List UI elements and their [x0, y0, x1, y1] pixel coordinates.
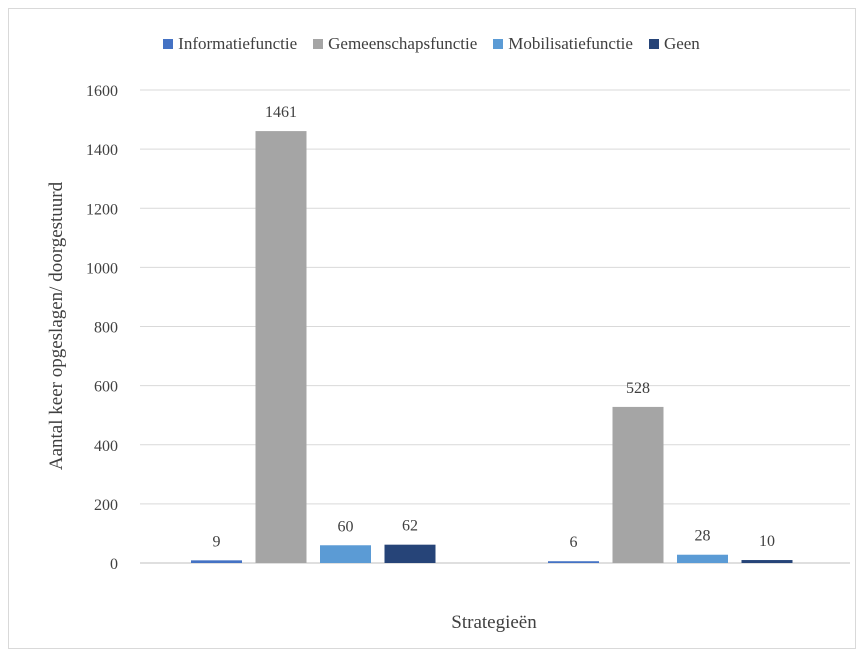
y-tick-label: 800 — [94, 320, 118, 337]
legend-swatch-icon — [163, 39, 174, 49]
legend-item-geen: Geen — [648, 34, 700, 54]
y-tick-label: 0 — [110, 556, 118, 573]
legend-label: Informatiefunctie — [178, 34, 298, 53]
legend-item-informatiefunctie: Informatiefunctie — [163, 34, 297, 54]
data-label: 60 — [338, 518, 354, 535]
y-tick-label: 400 — [94, 438, 118, 455]
bar-gemeenschapsfunctie-2 — [612, 406, 664, 563]
y-tick-label: 1000 — [86, 260, 118, 277]
bar-geen-1 — [384, 544, 436, 563]
y-axis-title: Aantal keer opgeslagen/ doorgestuurd — [46, 181, 67, 470]
y-tick-label: 200 — [94, 497, 118, 514]
data-label: 28 — [695, 528, 711, 545]
legend-swatch-icon — [493, 39, 504, 49]
x-axis-title: Strategieën — [451, 612, 537, 633]
legend-swatch-icon — [313, 39, 324, 49]
data-label: 10 — [759, 533, 775, 550]
legend-item-mobilisatiefunctie: Mobilisatiefunctie — [493, 34, 633, 54]
bars — [191, 131, 793, 564]
bar-mobilisatiefunctie-2 — [677, 554, 728, 563]
gridlines — [140, 89, 850, 564]
bar-mobilisatiefunctie-1 — [320, 545, 371, 563]
bar-geen-2 — [741, 560, 793, 563]
y-axis-ticks: 0 200 400 600 800 1000 1200 1400 1600 — [86, 83, 118, 573]
legend-swatch-icon — [648, 39, 659, 49]
bar-informatiefunctie-2 — [548, 561, 599, 563]
y-tick-label: 1400 — [86, 142, 118, 159]
data-label: 62 — [402, 518, 418, 535]
legend-label: Geen — [663, 34, 700, 53]
y-tick-label: 1200 — [86, 201, 118, 218]
legend-item-gemeenschapsfunctie: Gemeenschapsfunctie — [313, 34, 477, 54]
legend-label: Gemeenschapsfunctie — [328, 34, 478, 53]
data-label: 6 — [570, 534, 578, 551]
legend: Informatiefunctie Gemeenschapsfunctie Mo… — [0, 34, 863, 54]
data-labels: 9 6 1461 528 60 28 62 10 — [213, 104, 776, 551]
chart-frame — [8, 8, 856, 649]
bar-gemeenschapsfunctie-1 — [255, 131, 307, 564]
legend-label: Mobilisatiefunctie — [508, 34, 633, 53]
data-label: 9 — [213, 533, 221, 550]
y-tick-label: 600 — [94, 379, 118, 396]
data-label: 528 — [626, 380, 650, 397]
data-label: 1461 — [265, 104, 297, 121]
y-tick-label: 1600 — [86, 83, 118, 100]
bar-informatiefunctie-1 — [191, 560, 242, 563]
